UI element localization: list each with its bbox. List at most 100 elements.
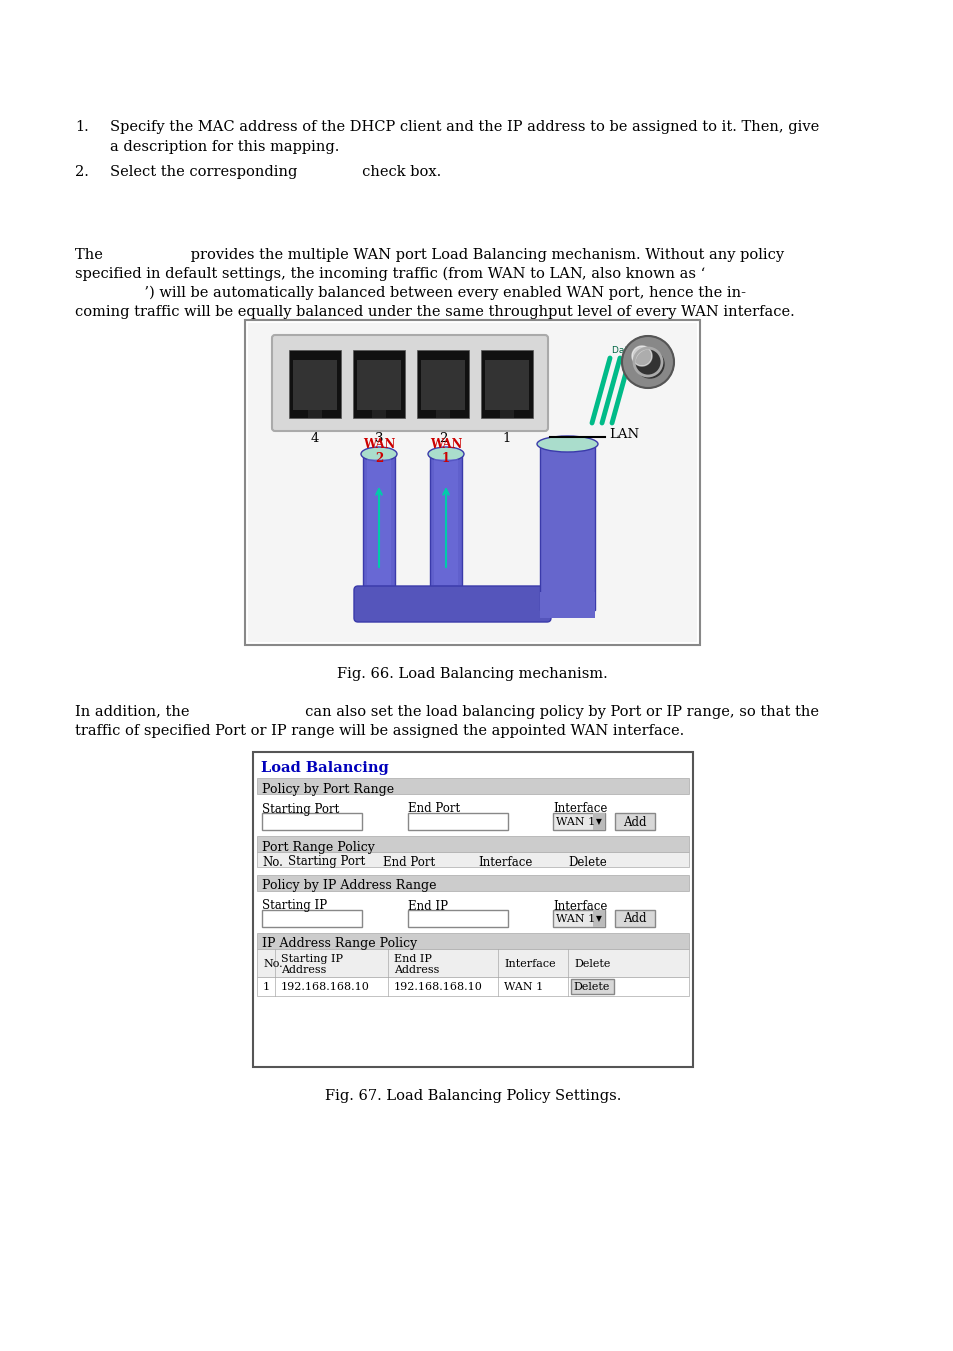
Bar bbox=[256, 852, 688, 867]
Text: No.: No. bbox=[263, 959, 282, 969]
Text: Starting IP: Starting IP bbox=[262, 900, 327, 912]
Bar bbox=[539, 444, 595, 611]
Text: 3: 3 bbox=[375, 432, 383, 444]
Text: 1: 1 bbox=[441, 453, 450, 465]
Bar bbox=[248, 323, 697, 642]
FancyBboxPatch shape bbox=[354, 586, 551, 621]
Text: a description for this mapping.: a description for this mapping. bbox=[110, 141, 339, 154]
Bar bbox=[256, 934, 688, 948]
Text: 1: 1 bbox=[502, 432, 511, 444]
Bar bbox=[539, 592, 595, 617]
Text: Fig. 66. Load Balancing mechanism.: Fig. 66. Load Balancing mechanism. bbox=[336, 667, 607, 681]
Bar bbox=[353, 350, 405, 417]
Bar bbox=[262, 813, 361, 830]
Bar bbox=[553, 911, 604, 927]
Text: 192.168.168.10: 192.168.168.10 bbox=[281, 982, 370, 992]
Text: IP Address Range Policy: IP Address Range Policy bbox=[262, 938, 416, 951]
Bar bbox=[484, 359, 529, 409]
Text: Specify the MAC address of the DHCP client and the IP address to be assigned to : Specify the MAC address of the DHCP clie… bbox=[110, 120, 819, 134]
Text: Interface: Interface bbox=[477, 855, 532, 869]
Bar bbox=[293, 359, 336, 409]
FancyBboxPatch shape bbox=[272, 335, 547, 431]
Text: End IP: End IP bbox=[394, 954, 432, 965]
Text: End IP: End IP bbox=[408, 900, 448, 912]
Ellipse shape bbox=[360, 447, 396, 461]
Text: coming traffic will be equally balanced under the same throughput level of every: coming traffic will be equally balanced … bbox=[75, 305, 794, 319]
Text: Delete: Delete bbox=[567, 855, 606, 869]
Bar bbox=[372, 409, 386, 417]
Bar bbox=[256, 875, 688, 892]
Text: Fig. 67. Load Balancing Policy Settings.: Fig. 67. Load Balancing Policy Settings. bbox=[324, 1089, 620, 1102]
Text: ▼: ▼ bbox=[596, 817, 601, 827]
Text: Interface: Interface bbox=[553, 900, 607, 912]
Text: WAN 1: WAN 1 bbox=[503, 982, 542, 992]
Bar bbox=[593, 911, 604, 927]
Bar bbox=[289, 350, 340, 417]
Circle shape bbox=[636, 350, 663, 378]
Bar bbox=[245, 320, 700, 644]
Bar bbox=[615, 813, 655, 830]
Bar bbox=[499, 409, 514, 417]
Text: 2: 2 bbox=[438, 432, 447, 444]
Bar bbox=[593, 813, 604, 830]
Text: Interface: Interface bbox=[553, 802, 607, 816]
Text: Address: Address bbox=[281, 965, 326, 975]
Bar bbox=[408, 911, 507, 927]
Text: End Port: End Port bbox=[408, 802, 459, 816]
Bar bbox=[436, 409, 450, 417]
Bar bbox=[356, 359, 400, 409]
Text: 192.168.168.10: 192.168.168.10 bbox=[394, 982, 482, 992]
Text: ▼: ▼ bbox=[596, 915, 601, 924]
Bar bbox=[256, 778, 688, 794]
Text: 2: 2 bbox=[375, 453, 383, 465]
Ellipse shape bbox=[537, 436, 598, 453]
Text: 2.: 2. bbox=[75, 165, 89, 178]
Bar bbox=[367, 459, 391, 585]
Text: End Port: End Port bbox=[382, 855, 435, 869]
Bar bbox=[615, 911, 655, 927]
Text: Port Range Policy: Port Range Policy bbox=[262, 840, 375, 854]
Text: Policy by Port Range: Policy by Port Range bbox=[262, 782, 394, 796]
Bar bbox=[262, 911, 361, 927]
Text: No.: No. bbox=[262, 855, 283, 869]
Text: Select the corresponding              check box.: Select the corresponding check box. bbox=[110, 165, 441, 178]
Text: Starting IP: Starting IP bbox=[281, 954, 343, 965]
Text: Add: Add bbox=[622, 912, 646, 925]
Bar bbox=[480, 350, 533, 417]
Text: Starting Port: Starting Port bbox=[262, 802, 339, 816]
Circle shape bbox=[631, 346, 651, 366]
Text: Interface: Interface bbox=[503, 959, 555, 969]
Bar bbox=[363, 454, 395, 590]
Bar bbox=[434, 459, 457, 585]
Text: Delete: Delete bbox=[574, 959, 610, 969]
Text: In addition, the                         can also set the load balancing policy : In addition, the can also set the load b… bbox=[75, 705, 818, 719]
Text: Delete: Delete bbox=[573, 982, 610, 992]
Text: Policy by IP Address Range: Policy by IP Address Range bbox=[262, 880, 436, 893]
Text: The                   provides the multiple WAN port Load Balancing mechanism. W: The provides the multiple WAN port Load … bbox=[75, 249, 783, 262]
Text: 1.: 1. bbox=[75, 120, 89, 134]
Bar bbox=[256, 977, 688, 996]
Bar bbox=[553, 813, 604, 830]
Bar bbox=[420, 359, 464, 409]
Text: WAN 1: WAN 1 bbox=[556, 915, 595, 924]
Text: Starting Port: Starting Port bbox=[288, 855, 365, 869]
Text: WAN 1: WAN 1 bbox=[556, 817, 595, 827]
Text: Add: Add bbox=[622, 816, 646, 828]
Text: WAN: WAN bbox=[362, 438, 395, 451]
Text: specified in default settings, the incoming traffic (from WAN to LAN, also known: specified in default settings, the incom… bbox=[75, 267, 704, 281]
Text: Address: Address bbox=[394, 965, 439, 975]
Bar bbox=[571, 979, 614, 994]
Text: Load Balancing: Load Balancing bbox=[261, 761, 388, 775]
Text: ’) will be automatically balanced between every enabled WAN port, hence the in-: ’) will be automatically balanced betwee… bbox=[75, 286, 745, 300]
Bar bbox=[308, 409, 322, 417]
Text: 1: 1 bbox=[263, 982, 270, 992]
Text: traffic of specified Port or IP range will be assigned the appointed WAN interfa: traffic of specified Port or IP range wi… bbox=[75, 724, 683, 738]
Bar bbox=[256, 948, 688, 977]
Bar bbox=[416, 350, 469, 417]
Bar bbox=[408, 813, 507, 830]
Text: Data traffic: Data traffic bbox=[612, 346, 662, 355]
Ellipse shape bbox=[428, 447, 463, 461]
Bar bbox=[256, 836, 688, 852]
Circle shape bbox=[621, 336, 673, 388]
Text: WAN: WAN bbox=[430, 438, 461, 451]
